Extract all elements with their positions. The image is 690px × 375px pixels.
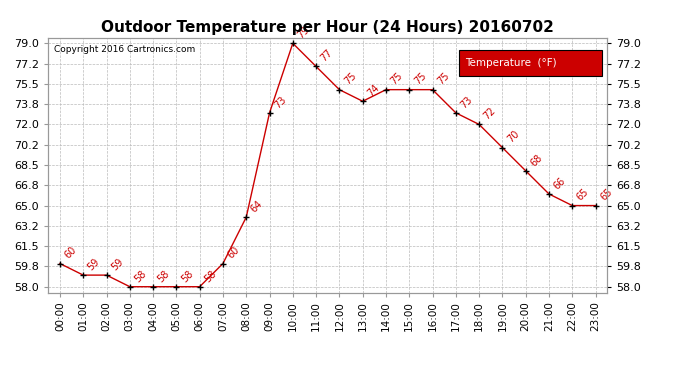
- Text: 64: 64: [249, 199, 265, 214]
- Text: 77: 77: [319, 48, 335, 64]
- Text: 58: 58: [156, 268, 172, 284]
- Text: 65: 65: [598, 187, 614, 203]
- Text: 65: 65: [575, 187, 591, 203]
- Text: 59: 59: [86, 256, 102, 272]
- Text: 60: 60: [226, 245, 241, 261]
- Text: 75: 75: [412, 71, 428, 87]
- Text: 74: 74: [366, 82, 382, 99]
- Text: 75: 75: [435, 71, 451, 87]
- Text: 58: 58: [179, 268, 195, 284]
- Text: 70: 70: [505, 129, 521, 145]
- Text: 73: 73: [459, 94, 475, 110]
- Text: 58: 58: [132, 268, 148, 284]
- Text: 72: 72: [482, 106, 497, 122]
- Text: 59: 59: [109, 256, 125, 272]
- Text: 75: 75: [388, 71, 404, 87]
- Text: 66: 66: [552, 176, 567, 191]
- FancyBboxPatch shape: [459, 50, 602, 76]
- Text: Temperature  (°F): Temperature (°F): [464, 58, 556, 68]
- Text: 75: 75: [342, 71, 358, 87]
- Title: Outdoor Temperature per Hour (24 Hours) 20160702: Outdoor Temperature per Hour (24 Hours) …: [101, 20, 554, 35]
- Text: 60: 60: [63, 245, 79, 261]
- Text: 79: 79: [295, 25, 311, 40]
- Text: 68: 68: [529, 152, 544, 168]
- Text: 73: 73: [273, 94, 288, 110]
- Text: 58: 58: [202, 268, 218, 284]
- Text: Copyright 2016 Cartronics.com: Copyright 2016 Cartronics.com: [54, 45, 195, 54]
